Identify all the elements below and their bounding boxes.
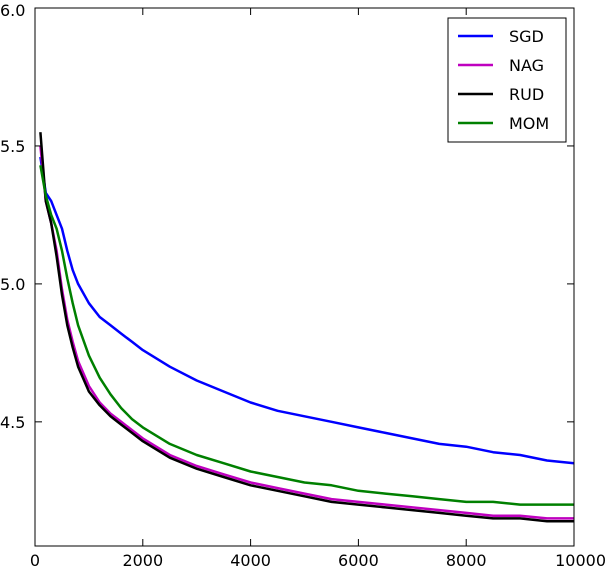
- series-line-rud: [39, 132, 574, 523]
- series-line-mom: [39, 165, 574, 506]
- x-tick-label: 2000: [122, 551, 163, 568]
- x-tick-label: 0: [30, 551, 40, 568]
- legend-label-nag: NAG: [509, 56, 544, 75]
- x-tick-label: 10000: [555, 551, 606, 568]
- x-tick-label: 4000: [230, 551, 271, 568]
- legend-box: [447, 17, 567, 143]
- legend: SGD NAG RUD MOM: [447, 17, 567, 143]
- x-tick-label: 6000: [338, 551, 379, 568]
- x-tick-label: 8000: [446, 551, 487, 568]
- y-tick-label: 4.5: [0, 413, 25, 432]
- series-line-sgd: [39, 156, 575, 465]
- plot-frame: [34, 7, 575, 547]
- series-layer: [39, 132, 575, 523]
- legend-label-sgd: SGD: [509, 27, 544, 46]
- legend-label-rud: RUD: [509, 85, 544, 104]
- y-tick-label: 5.5: [0, 137, 25, 156]
- legend-label-mom: MOM: [509, 114, 549, 133]
- y-tick-label: 5.0: [0, 275, 25, 294]
- y-tick-label: 6.0: [0, 1, 25, 20]
